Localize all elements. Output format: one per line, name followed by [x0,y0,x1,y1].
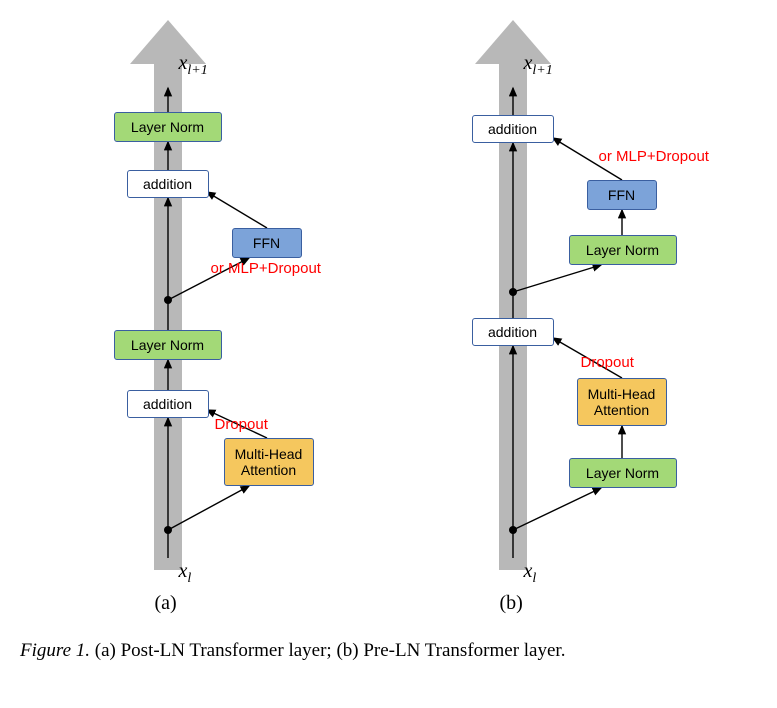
branch-dot [164,296,172,304]
diagram-a: xl+1 xl(a) Layer Norm addition FFN Layer Norm… [49,20,359,620]
caption-prefix: Figure 1. [20,640,90,661]
ln1-box: Layer Norm [569,458,677,488]
annotation: or MLP+Dropout [211,260,321,277]
add1-box: addition [127,390,209,418]
add1-box: addition [472,318,554,346]
annotation: Dropout [581,354,634,371]
attn-box: Multi-HeadAttention [224,438,314,486]
caption-text: (a) Post-LN Transformer layer; (b) Pre-L… [90,640,565,661]
x-in-label: xl [524,560,537,587]
diagram-row: xl+1xl(a)Layer NormadditionFFNLayer Norm… [20,20,757,620]
add2-box: addition [472,115,554,143]
diagram-b: xl+1 xl(b) addition FFN Layer Norm addition Mu… [419,20,729,620]
branch-dot [164,526,172,534]
x-out-label: xl+1 [179,52,208,79]
sub-label: (a) [155,592,177,615]
x-out-label: xl+1 [524,52,553,79]
branch-dot [509,288,517,296]
annotation: Dropout [215,416,268,433]
annotation: or MLP+Dropout [599,148,709,165]
branch-dot [509,526,517,534]
sub-label: (b) [500,592,523,615]
arrows-b [419,20,729,620]
ln1-box: Layer Norm [114,330,222,360]
add2-box: addition [127,170,209,198]
arrows-a [49,20,359,620]
ln2-box: Layer Norm [114,112,222,142]
ffn-box: FFN [232,228,302,258]
ffn-box: FFN [587,180,657,210]
x-in-label: xl [179,560,192,587]
figure-caption: Figure 1. (a) Post-LN Transformer layer;… [20,638,740,664]
ln2-box: Layer Norm [569,235,677,265]
attn-box: Multi-HeadAttention [577,378,667,426]
